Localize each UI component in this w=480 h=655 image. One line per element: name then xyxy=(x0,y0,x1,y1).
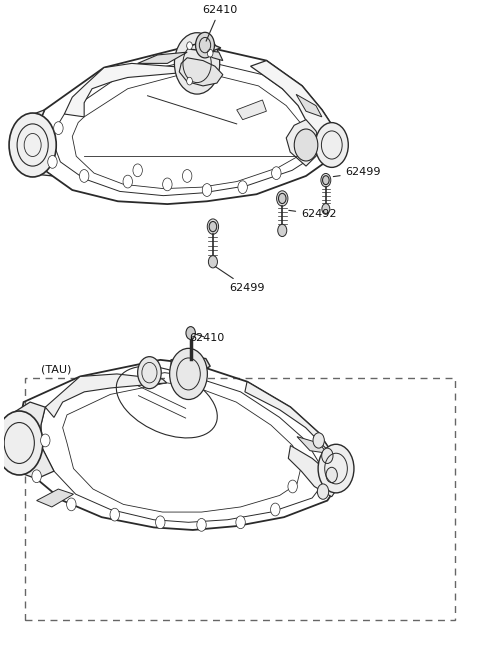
Circle shape xyxy=(156,516,165,529)
Polygon shape xyxy=(0,402,54,479)
Polygon shape xyxy=(64,64,191,117)
Circle shape xyxy=(323,176,329,185)
Circle shape xyxy=(174,33,220,94)
Polygon shape xyxy=(245,382,334,456)
Circle shape xyxy=(326,467,337,483)
Circle shape xyxy=(208,255,217,268)
Polygon shape xyxy=(197,49,223,60)
Polygon shape xyxy=(296,94,322,117)
Circle shape xyxy=(186,327,195,339)
Text: 62499: 62499 xyxy=(333,168,381,178)
Polygon shape xyxy=(187,44,221,50)
Circle shape xyxy=(202,183,212,196)
Circle shape xyxy=(317,484,329,499)
Circle shape xyxy=(321,174,331,187)
Polygon shape xyxy=(13,110,52,176)
Circle shape xyxy=(318,444,354,493)
Circle shape xyxy=(169,348,207,400)
Polygon shape xyxy=(288,445,340,496)
Circle shape xyxy=(133,164,143,177)
Circle shape xyxy=(322,448,333,464)
Polygon shape xyxy=(297,437,327,453)
Circle shape xyxy=(276,191,288,206)
Circle shape xyxy=(209,221,216,232)
Circle shape xyxy=(271,503,280,516)
Text: 62499: 62499 xyxy=(215,267,265,293)
Circle shape xyxy=(110,508,120,521)
Circle shape xyxy=(294,129,318,161)
Circle shape xyxy=(182,170,192,182)
Circle shape xyxy=(322,204,330,214)
Circle shape xyxy=(207,49,213,57)
Polygon shape xyxy=(286,120,322,166)
Circle shape xyxy=(123,175,132,188)
Circle shape xyxy=(41,434,50,447)
Circle shape xyxy=(313,433,324,448)
Circle shape xyxy=(315,122,348,168)
Polygon shape xyxy=(316,134,336,152)
Text: 62492: 62492 xyxy=(289,210,336,219)
Circle shape xyxy=(0,411,43,475)
Circle shape xyxy=(48,155,57,168)
Circle shape xyxy=(197,519,206,531)
Circle shape xyxy=(80,170,89,182)
Circle shape xyxy=(32,470,41,483)
Polygon shape xyxy=(237,100,266,120)
Circle shape xyxy=(207,219,218,234)
Polygon shape xyxy=(36,489,73,507)
Circle shape xyxy=(187,77,192,85)
Circle shape xyxy=(195,32,215,58)
Circle shape xyxy=(272,167,281,179)
Circle shape xyxy=(238,181,247,194)
Circle shape xyxy=(278,193,286,204)
Circle shape xyxy=(163,178,172,191)
Polygon shape xyxy=(45,374,167,417)
Polygon shape xyxy=(138,52,187,64)
Circle shape xyxy=(288,480,297,493)
Polygon shape xyxy=(171,356,210,371)
Circle shape xyxy=(67,498,76,511)
Text: 62410: 62410 xyxy=(189,333,224,343)
Text: (TAU): (TAU) xyxy=(41,365,72,375)
Polygon shape xyxy=(179,58,223,86)
Circle shape xyxy=(9,113,56,177)
Circle shape xyxy=(54,122,63,134)
Circle shape xyxy=(278,224,287,236)
Text: 62410: 62410 xyxy=(202,5,237,41)
Polygon shape xyxy=(251,60,336,159)
Circle shape xyxy=(236,516,245,529)
Circle shape xyxy=(138,357,161,388)
Circle shape xyxy=(187,42,192,50)
